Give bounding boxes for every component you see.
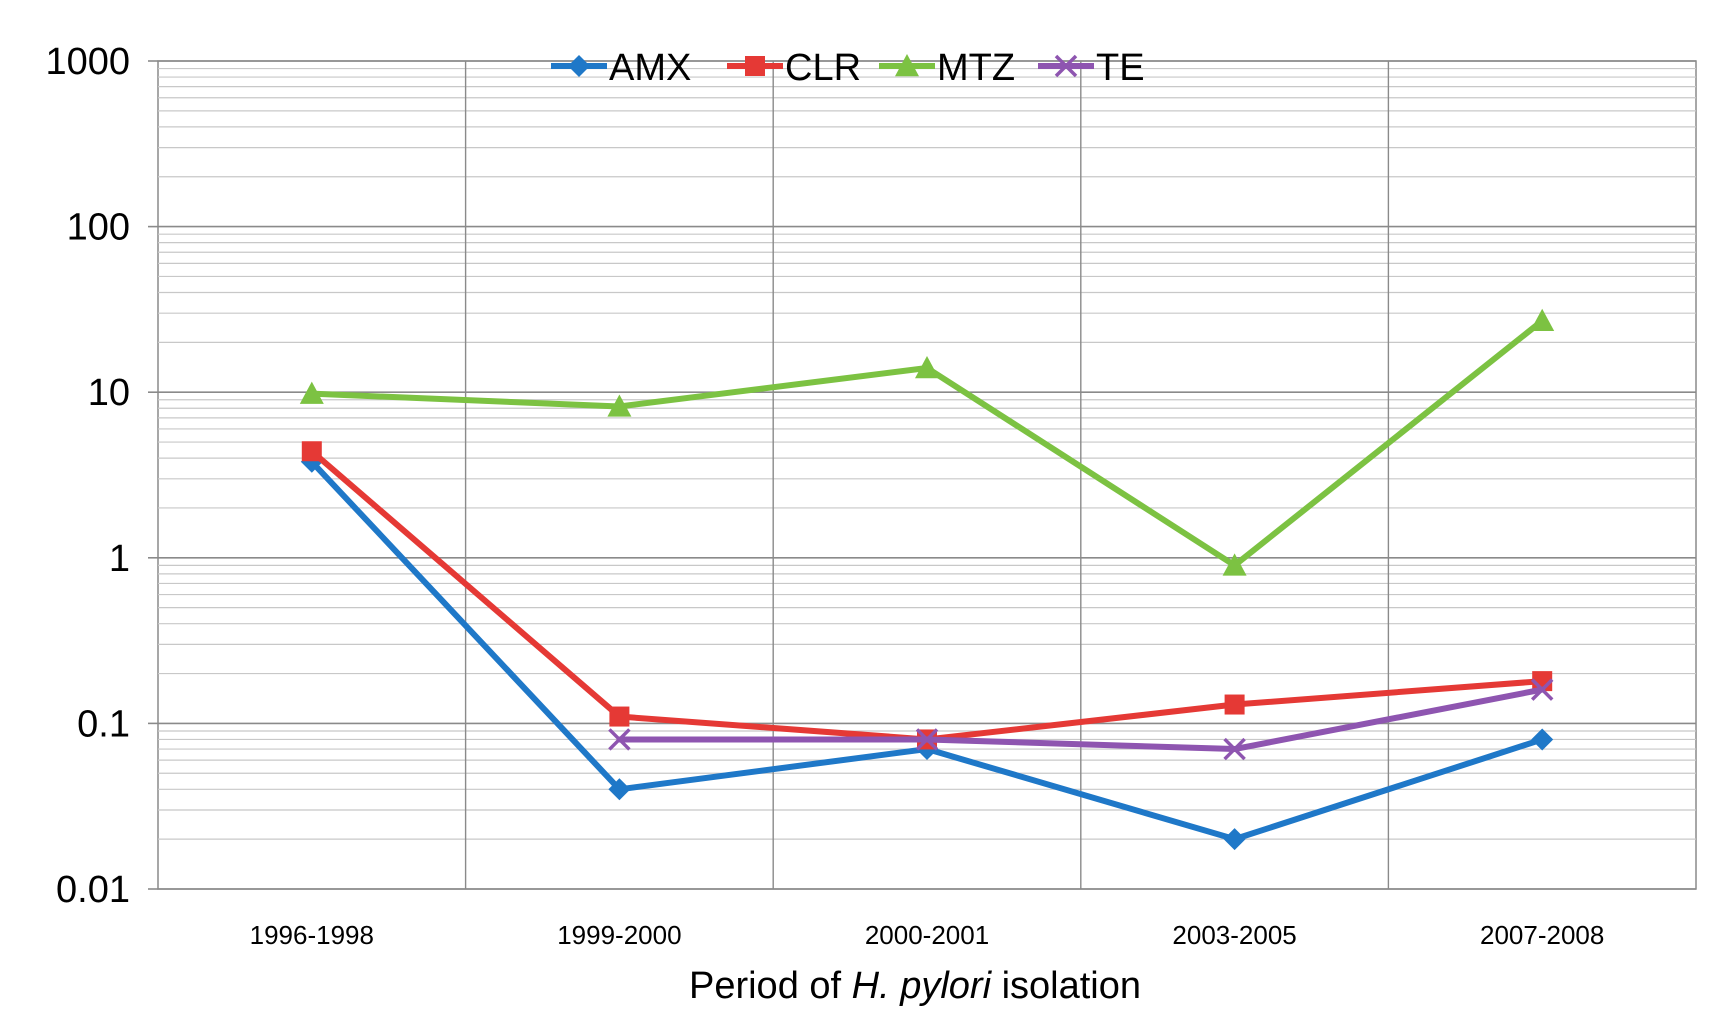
data-point-mtz [607, 394, 632, 417]
x-tick-label: 2003-2005 [1172, 920, 1296, 950]
legend-marker-amx [568, 55, 590, 77]
x-tick-label: 2007-2008 [1480, 920, 1604, 950]
legend-marker-clr [745, 56, 765, 76]
marker-x-stroke [1223, 737, 1246, 761]
marker-x-stroke [1530, 678, 1554, 701]
y-tick-label: 1000 [45, 41, 130, 83]
series-line-te [616, 686, 1546, 753]
marker-x-stroke [1054, 54, 1078, 78]
y-tick-label: 0.01 [56, 869, 130, 911]
series-layer [299, 308, 1555, 851]
legend-label-amx: AMX [609, 47, 691, 89]
series-line-amx [308, 458, 1546, 843]
legend-item-mtz: MTZ [879, 47, 1015, 89]
x-axis-ticks: 1996-1998 1999-2000 2000-2001 2003-2005 2007… [250, 920, 1605, 950]
x-tick-label: 1999-2000 [557, 920, 681, 950]
y-tick-label: 1 [109, 538, 130, 580]
series-line-clr [308, 448, 1546, 743]
data-point-mtz [299, 381, 324, 404]
y-tick-label: 0.1 [77, 703, 130, 745]
legend-item-amx: AMX [551, 47, 691, 89]
marker-x-stroke [915, 728, 939, 751]
marker-x-stroke [608, 728, 631, 751]
y-tick-label: 10 [88, 372, 130, 414]
data-point-clr [301, 441, 322, 462]
data-point-clr [1224, 694, 1245, 715]
x-axis-label-suffix: isolation [991, 965, 1141, 1007]
data-point-mtz [1530, 308, 1555, 331]
data-point-te [1530, 678, 1554, 701]
data-point-amx [1531, 728, 1554, 751]
data-point-amx [608, 778, 631, 801]
data-point-te [915, 728, 939, 751]
legend-marker-mtz [895, 54, 919, 77]
y-axis-ticks: 0.01 0.1 1 10 100 1000 [45, 41, 130, 911]
data-point-clr [609, 706, 630, 727]
series-amx [300, 450, 1554, 851]
data-point-te [608, 728, 631, 751]
legend-label-mtz: MTZ [937, 47, 1015, 89]
legend: AMX CLR MTZ TE [551, 47, 1145, 89]
data-point-amx [1223, 828, 1246, 851]
y-tick-label: 100 [67, 207, 130, 249]
data-point-mtz [1222, 553, 1247, 576]
series-te [608, 678, 1554, 761]
x-axis-label-italic: H. pylori [852, 965, 993, 1007]
legend-label-clr: CLR [785, 47, 861, 89]
x-axis-label: Period of H. pylori isolation [689, 965, 1141, 1007]
data-point-mtz [915, 356, 939, 379]
legend-marker-te [1054, 54, 1078, 78]
legend-item-te: TE [1038, 47, 1145, 89]
x-tick-label: 2000-2001 [865, 920, 989, 950]
x-axis-label-prefix: Period of [689, 965, 852, 1007]
series-clr [301, 441, 1553, 750]
x-tick-label: 1996-1998 [250, 920, 374, 950]
series-mtz [299, 308, 1555, 576]
legend-item-clr: CLR [727, 47, 861, 89]
legend-label-te: TE [1096, 47, 1145, 89]
data-point-te [1223, 737, 1246, 761]
